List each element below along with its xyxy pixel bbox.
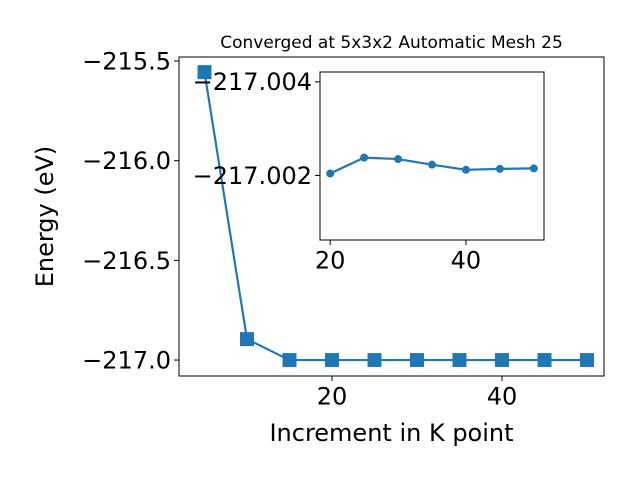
inset-x-tick-label: 20 [315, 246, 346, 274]
main-series-line [203, 71, 587, 362]
main-plot-frame [178, 56, 605, 377]
main-y-tick-label: −216.5 [82, 247, 171, 275]
inset-data-point [495, 164, 504, 173]
main-x-tick-label: 20 [317, 382, 348, 410]
inset-data-point [394, 155, 403, 164]
main-x-axis-label: Increment in K point [269, 419, 513, 447]
main-chart-title: Converged at 5x3x2 Automatic Mesh 25 [220, 33, 563, 53]
main-y-tick-label: −215.5 [82, 47, 171, 75]
inset-plot-frame [319, 71, 545, 241]
main-x-tick-label: 40 [487, 382, 518, 410]
main-data-point [282, 353, 297, 368]
main-data-point [580, 353, 594, 368]
inset-data-point [461, 165, 470, 174]
main-y-tick-label: −216.0 [82, 147, 171, 175]
main-data-point [197, 65, 212, 80]
inset-plot-background [320, 72, 544, 240]
main-data-point [452, 353, 467, 368]
main-axes: 20 40 −215.5 −216.0 −216.5 −217.0 Converged at… [31, 33, 605, 447]
inset-data-point [326, 169, 335, 178]
inset-y-tick-label: −217.004 [193, 68, 312, 96]
main-data-point [325, 353, 339, 368]
main-data-point [537, 353, 552, 368]
inset-data-point [360, 153, 369, 162]
main-y-axis-label: Energy (eV) [31, 146, 59, 288]
inset-y-tick-label: −217.002 [193, 162, 312, 190]
main-data-point [367, 353, 382, 368]
main-y-tick-label: −217.0 [82, 346, 171, 374]
main-data-point [410, 353, 424, 368]
inset-data-point [529, 164, 538, 173]
inset-data-point [428, 160, 436, 169]
main-data-point [495, 353, 509, 368]
main-data-point [240, 332, 254, 347]
inset-axes: 20 40 −217.004 −217.002 [193, 68, 545, 274]
inset-x-tick-label: 40 [451, 246, 482, 274]
